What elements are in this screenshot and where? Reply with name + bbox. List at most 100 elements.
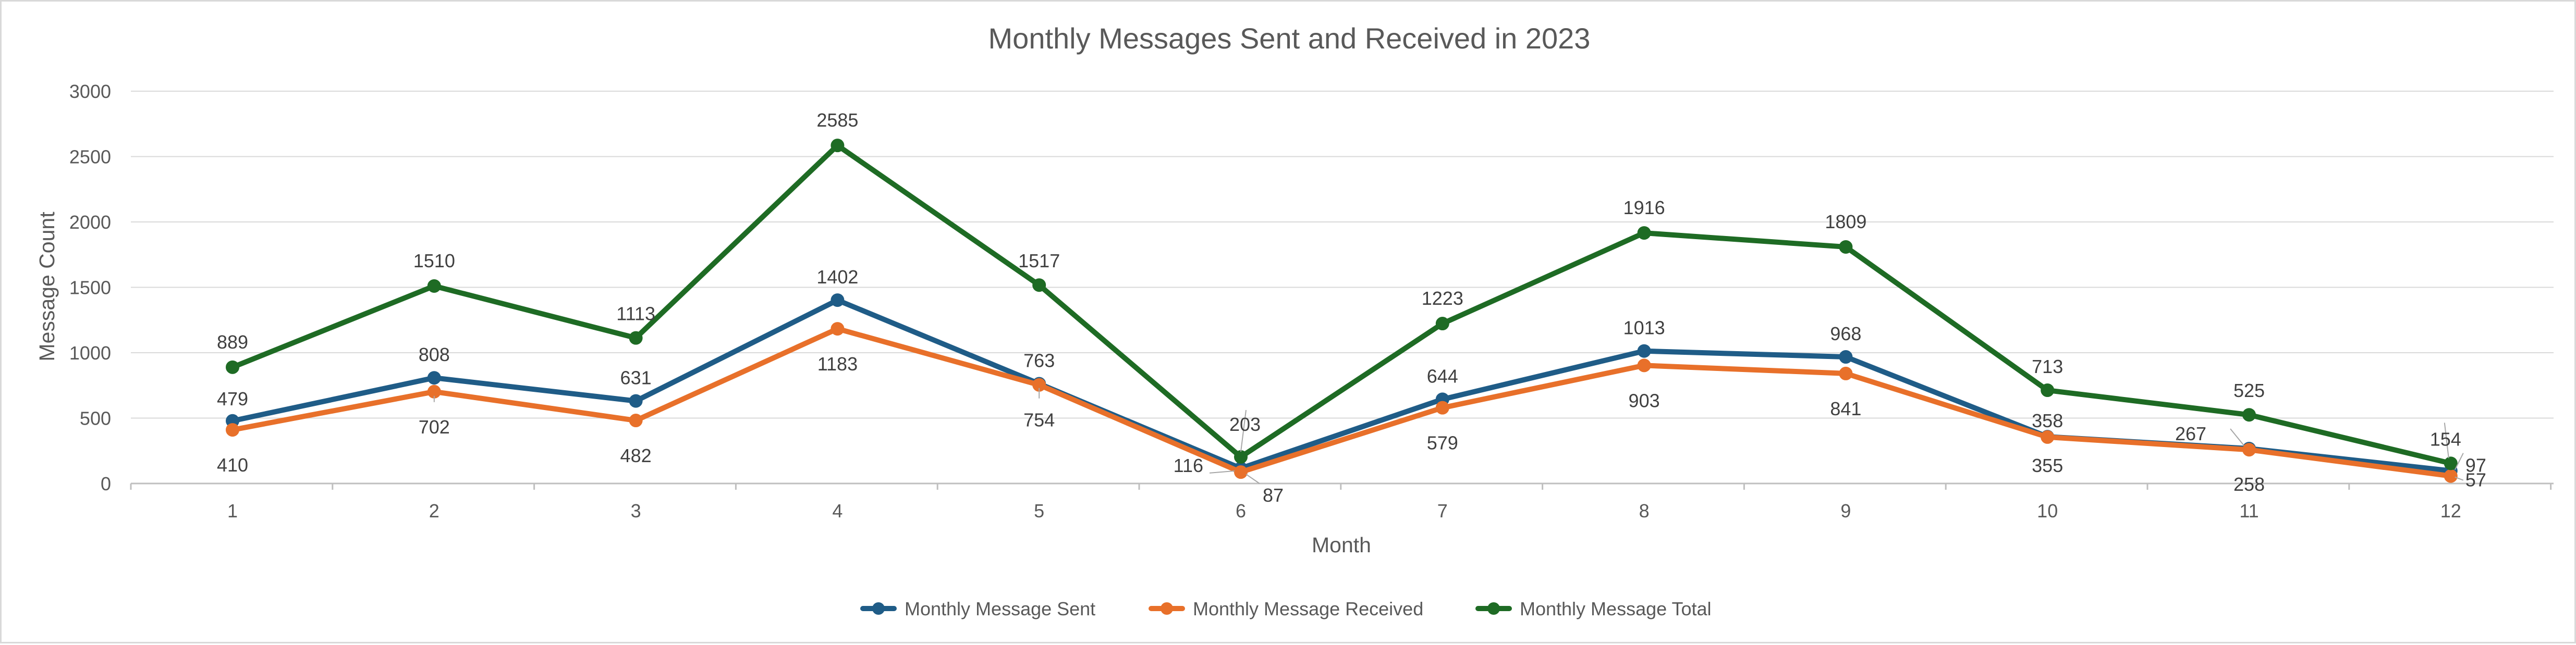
data-point (1839, 350, 1853, 364)
x-tick-label: 8 (1639, 500, 1650, 522)
legend-label: Monthly Message Sent (905, 598, 1095, 619)
data-point (629, 414, 643, 428)
y-tick-labels: 0 500 1000 1500 2000 2500 3000 (69, 81, 111, 494)
data-label: 1113 (616, 303, 655, 325)
data-label: 808 (419, 344, 450, 365)
x-tick-label: 3 (631, 500, 641, 522)
legend-marker (1487, 602, 1500, 615)
data-label: 631 (620, 367, 652, 389)
data-label: 358 (2032, 410, 2063, 431)
data-label: 1809 (1825, 211, 1866, 232)
data-point (629, 394, 643, 408)
data-point (1637, 344, 1651, 358)
data-label: 702 (419, 416, 450, 438)
data-label: 968 (1830, 323, 1861, 344)
label-leader-line (1209, 470, 1235, 474)
legend-item: Monthly Message Sent (860, 598, 1095, 619)
data-point (831, 139, 845, 153)
data-label: 1183 (817, 353, 858, 375)
data-point (1234, 450, 1248, 464)
data-label: 1402 (816, 266, 858, 288)
label-leader-lines (433, 388, 2464, 484)
data-point (2444, 456, 2458, 470)
data-label: 203 (1229, 414, 1261, 435)
data-label: 410 (217, 454, 248, 476)
x-tick-label: 12 (2440, 500, 2461, 522)
data-label: 644 (1427, 365, 1458, 387)
data-label: 1223 (1422, 288, 1463, 309)
data-point (226, 360, 239, 374)
data-label: 1916 (1623, 197, 1665, 218)
data-label: 267 (2175, 423, 2206, 444)
data-label: 116 (1174, 455, 1203, 476)
data-label: 889 (217, 331, 248, 353)
data-label: 482 (620, 445, 652, 466)
label-leader-line (1240, 410, 1247, 452)
data-point (1435, 317, 1449, 331)
data-point (1637, 358, 1651, 373)
y-tick-label: 2000 (69, 212, 111, 233)
data-label: 1517 (1018, 250, 1060, 271)
legend-item: Monthly Message Total (1475, 598, 1712, 619)
x-tick-label: 7 (1437, 500, 1448, 522)
data-label: 57 (2465, 469, 2486, 491)
data-label: 87 (1263, 485, 1284, 506)
series-line (230, 143, 2453, 466)
data-label: 841 (1830, 398, 1861, 419)
data-label: 97 (2465, 455, 2486, 476)
legend-label: Monthly Message Received (1193, 598, 1423, 619)
x-tick-label: 6 (1236, 500, 1246, 522)
x-tick-labels: 1 2 3 4 5 6 7 8 9 10 11 12 (227, 500, 2461, 522)
data-label: 258 (2233, 474, 2265, 495)
data-label: 763 (1023, 350, 1055, 371)
data-point (2041, 383, 2055, 398)
data-label: 903 (1629, 390, 1660, 411)
data-label: 579 (1427, 432, 1458, 454)
label-leader-line (2444, 423, 2449, 458)
data-label: 1013 (1623, 317, 1665, 339)
x-tick-label: 11 (2239, 500, 2258, 522)
data-point (1032, 278, 1046, 292)
data-label: 2585 (816, 109, 858, 131)
y-tick-label: 1000 (69, 342, 111, 364)
data-point (2242, 408, 2256, 422)
label-leader-line (2230, 428, 2244, 446)
data-point (1839, 240, 1853, 254)
x-axis-title: Month (1312, 533, 1371, 557)
axes (130, 482, 2554, 490)
data-label: 355 (2032, 455, 2063, 476)
data-point (226, 423, 239, 437)
data-point (1839, 366, 1853, 380)
x-tick-label: 10 (2037, 500, 2058, 522)
legend: Monthly Message Sent Monthly Message Rece… (860, 598, 1712, 619)
data-label: 754 (1023, 410, 1055, 431)
legend-item: Monthly Message Received (1149, 598, 1423, 619)
data-point (831, 293, 845, 307)
y-tick-label: 500 (80, 408, 111, 429)
legend-marker (1161, 602, 1173, 615)
y-tick-label: 2500 (69, 146, 111, 168)
data-point (1234, 465, 1248, 479)
data-labels: 479 808 631 1402 763 116 644 1013 968 358 267 97 410… (217, 109, 2486, 506)
data-label: 154 (2430, 428, 2461, 450)
data-label: 1510 (413, 250, 455, 271)
data-point (2242, 443, 2256, 457)
data-point (1435, 401, 1449, 415)
legend-marker (872, 602, 885, 615)
x-tick-label: 1 (227, 500, 238, 522)
y-tick-label: 1500 (69, 277, 111, 299)
gridlines (131, 91, 2554, 419)
x-tick-label: 4 (832, 500, 843, 522)
data-label: 525 (2233, 380, 2265, 401)
series-line (230, 326, 2453, 479)
data-point (427, 371, 441, 385)
data-label: 479 (217, 388, 248, 410)
x-tick-label: 9 (1840, 500, 1851, 522)
data-point (831, 322, 845, 336)
data-point (2041, 430, 2055, 444)
x-tick-label: 2 (429, 500, 439, 522)
data-label: 713 (2032, 356, 2063, 377)
label-leader-line (2454, 453, 2464, 470)
